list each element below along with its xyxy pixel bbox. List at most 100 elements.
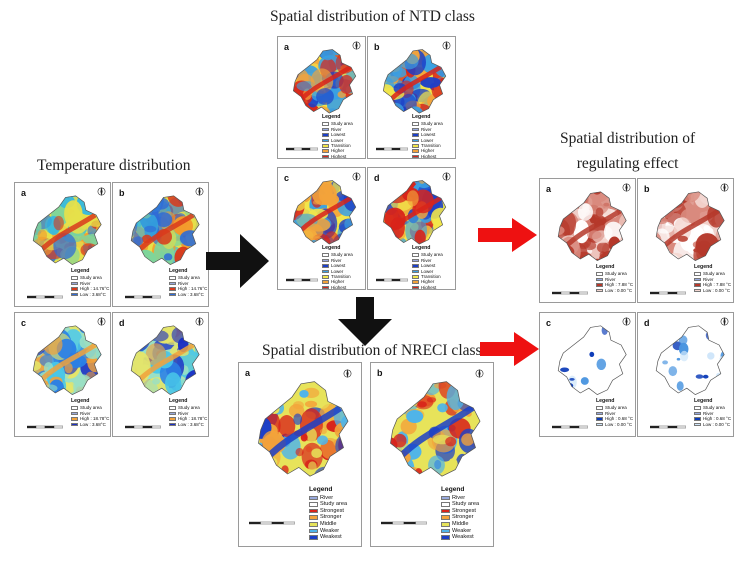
arrow-right-red-top <box>478 218 537 252</box>
legend-label: Study area <box>80 275 102 281</box>
legend-label: Study area <box>452 501 480 508</box>
legend-swatch <box>309 528 318 534</box>
legend-item: Transition <box>322 143 353 148</box>
legend-item: High : 7.88 °C <box>596 282 633 287</box>
legend-item: High : 0.68 °C <box>694 416 731 421</box>
legend-item: Weaker <box>309 528 347 535</box>
legend-swatch <box>694 283 701 287</box>
legend-item: River <box>71 411 109 416</box>
legend-title: Legend <box>309 486 333 493</box>
legend-label: Low : 0.00 °C <box>605 287 633 293</box>
legend-label: River <box>178 410 189 416</box>
regulating-panel-d: d Legend Study area River High : 0.68 °C Low … <box>637 312 734 437</box>
compass-icon <box>352 41 361 50</box>
panel-label: c <box>21 318 27 328</box>
compass-icon <box>475 369 484 378</box>
legend-title: Legend <box>596 398 615 404</box>
ntd-panel-b: b Legend Study area River Lowest Lower Transit… <box>367 36 456 159</box>
legend-item: Transition <box>412 143 443 148</box>
legend-label: Higher <box>331 279 345 285</box>
legend-item: Lower <box>322 269 353 274</box>
panel-label: b <box>644 184 650 194</box>
legend-item: Highest <box>322 284 353 290</box>
legend-label: Study area <box>421 252 443 258</box>
legend-swatch <box>169 287 176 291</box>
legend-item: Study area <box>596 405 633 410</box>
legend-item: Study area <box>322 252 353 257</box>
legend-item: Low : 0.00 °C <box>694 422 731 427</box>
legend-item: Low : 3.68°C <box>169 292 207 297</box>
panel-label: c <box>546 318 552 328</box>
legend-swatch <box>441 508 450 514</box>
compass-icon <box>343 369 352 378</box>
compass-icon <box>442 41 451 50</box>
legend-label: River <box>605 276 616 282</box>
legend-label: Study area <box>178 405 200 411</box>
legend-label: Study area <box>331 121 353 127</box>
scale-bar <box>650 291 686 295</box>
legend-label: Low : 0.00 °C <box>605 421 633 427</box>
legend-item: Study area <box>596 271 633 276</box>
legend-item: Study area <box>169 275 207 280</box>
legend-title: Legend <box>169 398 188 404</box>
ntd-legend: Legend Study area River Lowest Lower Transiti… <box>412 114 443 158</box>
legend-title: Legend <box>694 264 713 270</box>
legend-label: Study area <box>421 121 443 127</box>
legend-label: Low : 3.68°C <box>178 291 204 297</box>
legend-label: Study area <box>320 501 348 508</box>
legend-item: Strongest <box>309 508 347 515</box>
legend-item: Lower <box>412 269 443 274</box>
legend-item: Higher <box>322 279 353 284</box>
legend-label: Study area <box>703 271 725 277</box>
legend-item: Lowest <box>322 263 353 268</box>
legend-item: Middle <box>441 521 479 528</box>
legend-item: Highest <box>322 154 353 158</box>
ntd-panel-c: c Legend Study area River Lowest Lower Transit… <box>277 167 366 290</box>
legend-item: High : 18.78°C <box>71 416 109 421</box>
ntd-legend: Legend Study area River Lowest Lower Transiti… <box>322 245 353 290</box>
legend-label: Study area <box>178 275 200 281</box>
legend-label: High : 0.68 °C <box>703 416 732 422</box>
legend-title: Legend <box>322 114 341 120</box>
legend-swatch <box>412 264 419 268</box>
legend-swatch <box>412 138 419 143</box>
legend-label: Highest <box>331 284 347 290</box>
legend-swatch <box>322 133 329 137</box>
regulating-legend: Legend Study area River High : 7.88 °C Low :… <box>694 264 732 293</box>
panel-label: d <box>119 318 125 328</box>
panel-label: b <box>374 42 380 52</box>
ntd-title: Spatial distribution of NTD class <box>270 8 475 25</box>
panel-label: a <box>546 184 552 194</box>
legend-swatch <box>309 535 318 540</box>
legend-label: Strongest <box>452 507 476 514</box>
legend-swatch <box>694 422 701 427</box>
scale-bar <box>286 278 318 282</box>
legend-swatch <box>412 285 419 289</box>
legend-label: Lower <box>421 268 434 274</box>
legend-swatch <box>441 495 450 501</box>
legend-swatch <box>322 280 329 284</box>
legend-label: River <box>605 410 616 416</box>
legend-swatch <box>71 276 78 280</box>
scale-bar <box>27 295 63 299</box>
legend-swatch <box>596 422 603 427</box>
regulating-title: Spatial distribution of regulating effec… <box>560 130 696 172</box>
legend-swatch <box>71 422 78 427</box>
legend-label: River <box>331 257 342 263</box>
legend-label: High : 7.88 °C <box>703 282 732 288</box>
legend-label: Transition <box>421 143 441 149</box>
legend-swatch <box>441 515 450 520</box>
legend-item: Lowest <box>412 132 443 137</box>
scale-bar <box>552 291 588 295</box>
legend-label: Weaker <box>320 527 340 534</box>
scale-bar <box>552 425 588 429</box>
legend-item: Weakest <box>441 534 479 541</box>
scale-bar <box>376 147 408 151</box>
legend-swatch <box>694 288 701 293</box>
legend-swatch <box>322 143 329 148</box>
legend-swatch <box>412 269 419 274</box>
legend-swatch <box>412 280 419 284</box>
nreci-panel-b: b Legend River Study area Strongest Stronger M… <box>370 362 494 547</box>
legend-item: Middle <box>309 521 347 528</box>
legend-item: River <box>322 127 353 132</box>
